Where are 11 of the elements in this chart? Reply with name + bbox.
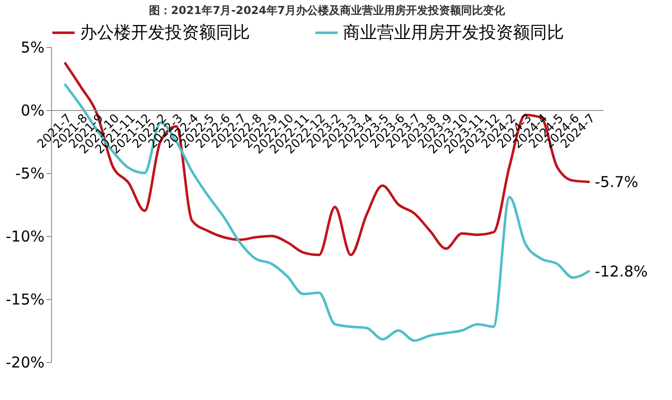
y-tick-label: -5% [15,164,44,182]
y-tick-label: 0% [20,102,44,120]
annotation: -5.7% [594,172,638,191]
legend-label: 办公楼开发投资额同比 [80,22,250,43]
y-tick-label: -20% [6,354,44,372]
chart-title: 图：2021年7月-2024年7月办公楼及商业营业用房开发投资额同比变化 [148,4,506,17]
y-tick-label: 5% [20,38,44,56]
annotation: -12.8% [594,262,648,280]
y-tick-label: -15% [6,290,44,308]
legend-label: 商业营业用房开发投资额同比 [343,22,564,43]
y-tick-label: -10% [6,228,44,246]
